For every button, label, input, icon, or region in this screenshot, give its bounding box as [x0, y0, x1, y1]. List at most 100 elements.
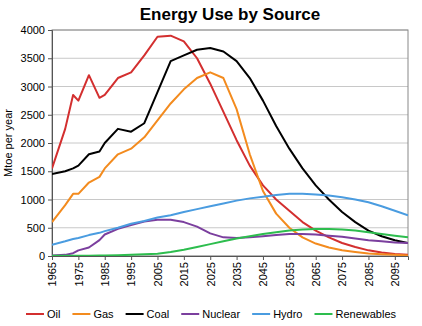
plot-frame	[52, 30, 408, 256]
y-tick-label: 0	[39, 250, 45, 262]
x-tick: 1965	[46, 256, 58, 286]
x-tick-label: 2095	[389, 262, 401, 286]
legend-item: Renewables	[314, 308, 396, 320]
y-tick: 500	[27, 222, 52, 234]
grid-line	[52, 227, 408, 228]
y-tick-mark	[48, 228, 52, 229]
grid-line	[52, 171, 408, 172]
y-tick: 2000	[21, 137, 52, 149]
x-tick-label: 1985	[99, 262, 111, 286]
y-tick: 3500	[21, 52, 52, 64]
x-tick-mark	[316, 256, 317, 260]
x-tick: 2015	[178, 256, 190, 286]
y-tick-mark	[48, 58, 52, 59]
x-tick-label: 2075	[336, 262, 348, 286]
chart: 0 500 1000 1500 2000 2500 3000 3500 4000 1965 1975…	[0, 0, 422, 326]
y-tick-label: 2500	[21, 109, 45, 121]
y-tick-label: 4000	[21, 24, 45, 36]
legend-item: Oil	[26, 308, 60, 320]
x-tick-mark	[78, 256, 79, 260]
y-tick: 0	[39, 250, 52, 262]
y-tick-mark	[48, 87, 52, 88]
x-tick-label: 1965	[46, 262, 58, 286]
x-tick-mark	[131, 256, 132, 260]
y-axis-title: Mtoe per year	[2, 109, 14, 177]
x-tick-mark	[52, 256, 53, 260]
x-tick: 2035	[231, 256, 243, 286]
y-tick-label: 1500	[21, 165, 45, 177]
x-tick-mark	[263, 256, 264, 260]
grid-line	[52, 86, 408, 87]
x-tick-label: 2085	[363, 262, 375, 286]
x-tick-label: 2025	[205, 262, 217, 286]
y-tick-mark	[48, 200, 52, 201]
y-tick: 2500	[21, 109, 52, 121]
y-tick: 1000	[21, 194, 52, 206]
series-lines	[52, 36, 408, 256]
x-axis-line	[53, 257, 409, 261]
x-tick-mark	[289, 256, 290, 260]
legend-label: Gas	[93, 308, 114, 320]
series-line	[52, 220, 408, 256]
y-axis: 0 500 1000 1500 2000 2500 3000 3500 4000	[21, 24, 53, 262]
legend-swatch	[26, 313, 44, 315]
legend-swatch	[314, 313, 332, 315]
x-tick-label: 2035	[231, 262, 243, 286]
x-tick: 2095	[389, 256, 401, 286]
y-tick-label: 2000	[21, 137, 45, 149]
x-tick: 1995	[125, 256, 137, 286]
legend-item: Gas	[72, 308, 114, 320]
y-tick: 4000	[21, 24, 52, 36]
plot: 0 500 1000 1500 2000 2500 3000 3500 4000 1965 1975…	[21, 24, 409, 286]
series-line	[52, 194, 408, 245]
legend-swatch	[126, 313, 144, 315]
x-tick-label: 1975	[73, 262, 85, 286]
legend: Oil Gas Coal Nuclear Hydro Renewables	[26, 308, 397, 320]
x-tick-mark	[157, 256, 158, 260]
x-tick-mark	[210, 256, 211, 260]
y-tick-mark	[48, 30, 52, 31]
x-tick-label: 2015	[178, 262, 190, 286]
y-tick-mark	[48, 171, 52, 172]
y-axis-line	[48, 31, 53, 257]
y-tick-mark	[48, 143, 52, 144]
legend-label: Nuclear	[202, 308, 240, 320]
series-line	[52, 229, 408, 256]
grid-line	[52, 114, 408, 115]
legend-label: Renewables	[335, 308, 396, 320]
y-tick-label: 3000	[21, 81, 45, 93]
y-tick-mark	[48, 115, 52, 116]
y-tick-mark	[48, 256, 52, 257]
x-tick-mark	[368, 256, 369, 260]
x-tick-label: 1995	[125, 262, 137, 286]
x-tick-label: 2065	[310, 262, 322, 286]
series-line	[52, 36, 408, 255]
y-tick: 1500	[21, 165, 52, 177]
x-axis: 1965197519851995200520152025203520452055…	[46, 256, 408, 286]
series-line	[52, 72, 408, 255]
legend-item: Coal	[126, 308, 170, 320]
x-tick: 2025	[205, 256, 217, 286]
x-tick-label: 2045	[257, 262, 269, 286]
y-tick: 3000	[21, 81, 52, 93]
legend-label: Hydro	[273, 308, 302, 320]
legend-swatch	[72, 313, 90, 315]
x-tick: 2045	[257, 256, 269, 286]
legend-swatch	[181, 313, 199, 315]
legend-swatch	[252, 313, 270, 315]
y-tick-label: 3500	[21, 52, 45, 64]
x-tick: 2085	[363, 256, 375, 286]
x-tick-mark	[105, 256, 106, 260]
grid-line	[52, 58, 408, 59]
x-tick: 1975	[73, 256, 85, 286]
x-tick-mark	[395, 256, 396, 260]
x-tick: 2065	[310, 256, 322, 286]
x-tick-mark	[237, 256, 238, 260]
x-tick-label: 2055	[284, 262, 296, 286]
x-tick: 1985	[99, 256, 111, 286]
series-line	[52, 48, 408, 243]
grid	[52, 30, 408, 256]
x-tick: 2075	[336, 256, 348, 286]
y-tick-label: 1000	[21, 194, 45, 206]
legend-item: Nuclear	[181, 308, 240, 320]
